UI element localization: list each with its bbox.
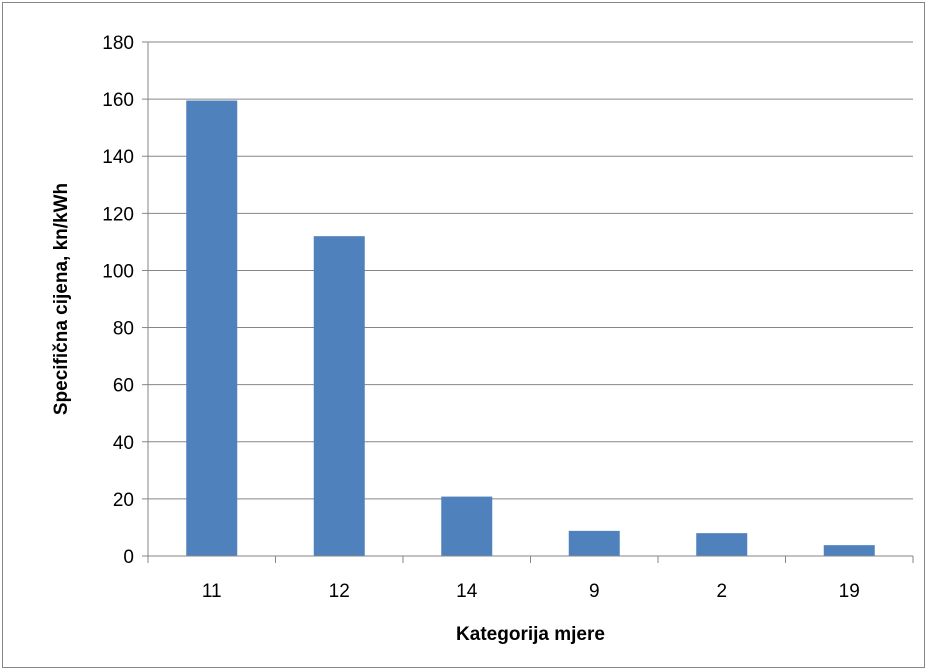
y-tick-label: 120 <box>102 204 134 225</box>
axes <box>142 41 914 563</box>
bar <box>313 236 365 556</box>
x-tick-label: 19 <box>839 581 860 602</box>
y-tick-label: 140 <box>102 147 134 168</box>
x-tick-label: 12 <box>329 581 350 602</box>
gridlines <box>148 41 913 500</box>
y-tick-label: 0 <box>123 547 134 568</box>
x-tick-label: 14 <box>456 581 478 602</box>
x-axis-title: Kategorija mjere <box>456 624 605 645</box>
y-tick-label: 80 <box>113 319 134 340</box>
x-tick-label: 2 <box>716 581 727 602</box>
bar <box>696 533 748 556</box>
bar <box>568 530 620 556</box>
y-tick-label: 180 <box>102 33 134 54</box>
x-tick-label: 9 <box>589 581 600 602</box>
y-tick-label: 20 <box>113 490 134 511</box>
x-tick-label: 11 <box>202 581 222 602</box>
y-tick-label: 160 <box>102 90 134 111</box>
y-tick-label: 60 <box>113 376 134 397</box>
bar <box>823 545 875 556</box>
y-tick-labels: 0 20 40 60 80 100 120 140 160 180 <box>102 33 134 568</box>
x-tick-labels: 11 12 14 9 2 19 <box>202 581 860 602</box>
y-tick-label: 40 <box>113 433 134 454</box>
y-tick-label: 100 <box>102 261 134 282</box>
y-axis-title: Specifična cijena, kn/kWh <box>51 183 72 415</box>
bar <box>186 100 238 557</box>
bars <box>186 100 875 557</box>
bar <box>441 496 493 556</box>
